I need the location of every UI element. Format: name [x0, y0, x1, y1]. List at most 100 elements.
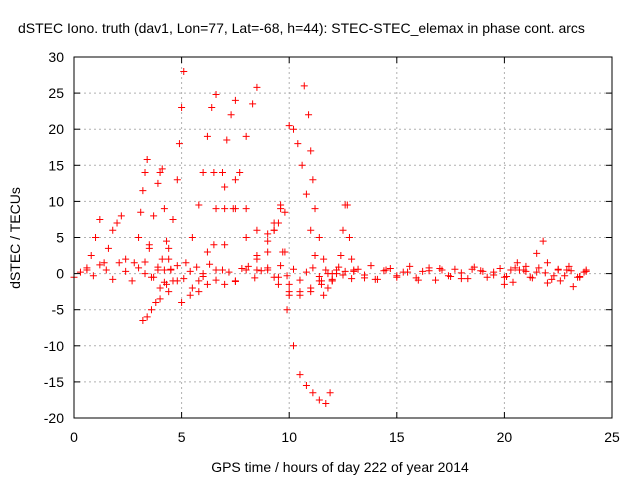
data-point-marker: [242, 205, 250, 213]
data-point-marker: [150, 212, 158, 220]
data-point-marker: [322, 266, 330, 274]
data-point-marker: [468, 265, 476, 273]
data-point-marker: [152, 298, 160, 306]
data-point-marker: [539, 237, 547, 245]
data-point-marker: [96, 215, 104, 223]
data-point-marker: [348, 255, 356, 263]
data-point-marker: [154, 266, 162, 274]
x-axis-title: GPS time / hours of day 222 of year 2014: [211, 459, 469, 475]
data-point-marker: [533, 268, 541, 276]
data-series: [139, 67, 188, 325]
data-point-marker: [305, 111, 313, 119]
data-point-marker: [264, 266, 272, 274]
data-point-marker: [173, 176, 181, 184]
data-point-marker: [231, 205, 239, 213]
chart-title: dSTEC Iono. truth (dav1, Lon=77, Lat=-68…: [18, 20, 585, 36]
data-point-marker: [554, 266, 562, 274]
data-point-marker: [309, 264, 317, 272]
data-point-marker: [130, 259, 138, 267]
data-point-marker: [567, 267, 575, 275]
y-tick-label: 25: [48, 85, 64, 101]
data-point-marker: [274, 280, 282, 288]
data-point-marker: [193, 263, 201, 271]
data-point-marker: [317, 280, 325, 288]
data-series: [83, 212, 130, 274]
data-point-marker: [451, 265, 459, 273]
data-point-marker: [507, 266, 515, 274]
data-point-marker: [141, 258, 149, 266]
data-point-marker: [83, 266, 91, 274]
data-point-marker: [221, 241, 229, 249]
data-point-marker: [212, 91, 220, 99]
data-point-marker: [543, 279, 551, 287]
data-point-marker: [92, 234, 100, 241]
y-tick-label: -10: [44, 338, 64, 354]
data-point-marker: [167, 266, 175, 274]
x-tick-label: 15: [389, 429, 405, 445]
data-point-marker: [309, 176, 317, 184]
data-point-marker: [543, 259, 551, 267]
data-point-marker: [464, 275, 472, 283]
data-series: [141, 165, 177, 285]
data-series: [221, 219, 291, 314]
data-point-marker: [582, 266, 590, 274]
data-point-marker: [221, 205, 229, 213]
data-point-marker: [156, 284, 164, 292]
data-point-marker: [165, 244, 173, 252]
y-tick-label: -15: [44, 374, 64, 390]
data-point-marker: [180, 275, 188, 283]
data-point-marker: [109, 275, 117, 283]
data-point-marker: [556, 277, 564, 285]
data-point-marker: [509, 278, 517, 286]
data-point-marker: [253, 252, 261, 260]
data-point-marker: [496, 265, 504, 273]
data-point-marker: [195, 201, 203, 209]
data-point-marker: [218, 266, 226, 274]
data-point-marker: [279, 248, 287, 256]
data-point-marker: [257, 267, 265, 275]
data-point-marker: [535, 264, 543, 272]
data-point-marker: [500, 273, 508, 281]
data-point-marker: [173, 262, 181, 270]
y-tick-label: 10: [48, 193, 64, 209]
data-series: [274, 262, 590, 299]
data-point-marker: [561, 272, 569, 280]
data-point-marker: [242, 132, 250, 140]
data-point-marker: [143, 156, 151, 164]
data-point-marker: [541, 269, 549, 277]
data-point-marker: [447, 272, 455, 280]
data-point-marker: [141, 270, 149, 278]
y-tick-label: 15: [48, 157, 64, 173]
data-point-marker: [122, 267, 130, 275]
data-point-marker: [339, 226, 347, 234]
data-point-marker: [203, 248, 211, 256]
data-point-marker: [324, 270, 332, 278]
data-point-marker: [270, 226, 278, 234]
data-point-marker: [533, 249, 541, 257]
data-point-marker: [569, 283, 577, 291]
data-point-marker: [89, 272, 97, 280]
data-point-marker: [283, 306, 291, 314]
data-point-marker: [406, 262, 414, 270]
data-point-marker: [483, 273, 491, 281]
data-series: [333, 201, 358, 278]
data-point-marker: [238, 265, 246, 273]
data-point-marker: [436, 265, 444, 273]
data-point-marker: [160, 205, 168, 213]
data-point-marker: [178, 298, 186, 306]
data-series: [178, 96, 239, 306]
data-point-marker: [212, 276, 220, 284]
data-point-marker: [227, 111, 235, 119]
y-tick-label: 5: [56, 230, 64, 246]
data-point-marker: [274, 273, 282, 281]
data-point-marker: [302, 382, 310, 390]
data-point-marker: [326, 389, 334, 397]
data-point-marker: [122, 255, 130, 263]
x-tick-label: 10: [281, 429, 297, 445]
data-point-marker: [311, 205, 319, 213]
data-point-marker: [160, 266, 168, 274]
data-point-marker: [186, 291, 194, 299]
data-point-marker: [165, 255, 173, 263]
data-point-marker: [283, 272, 291, 280]
